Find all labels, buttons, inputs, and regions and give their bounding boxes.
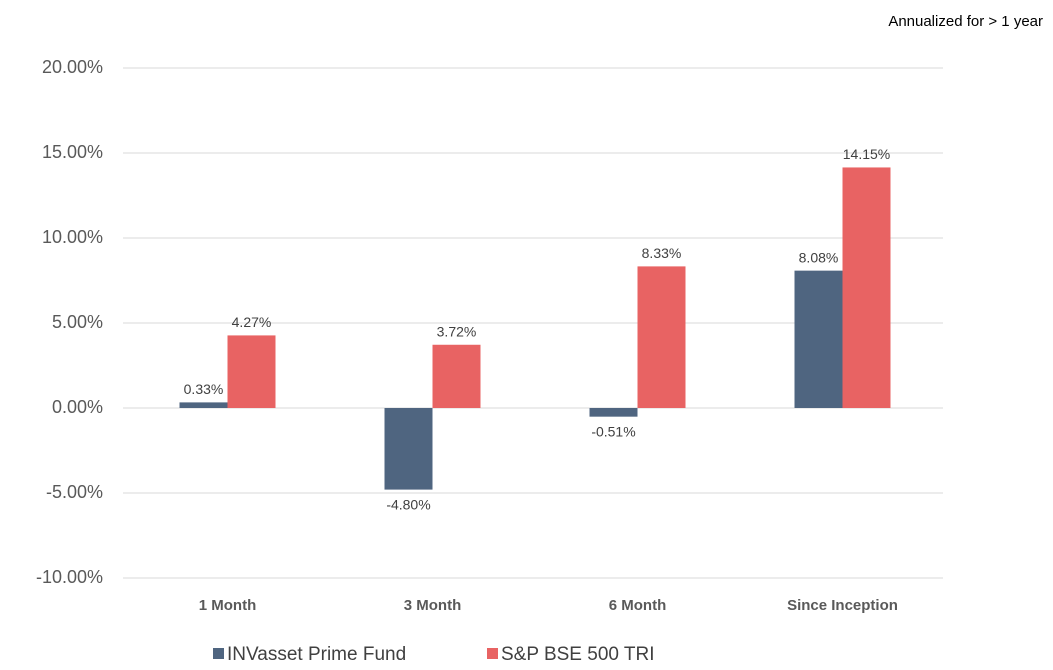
x-tick-label: 1 Month xyxy=(199,597,257,614)
bar xyxy=(637,266,686,408)
bar xyxy=(227,335,276,408)
annotation: Annualized for > 1 year xyxy=(888,13,1043,30)
legend-swatch xyxy=(213,648,224,659)
value-label: 8.08% xyxy=(799,249,839,265)
legend-label: INVasset Prime Fund xyxy=(227,644,406,665)
y-tick-label: -10.00% xyxy=(36,567,103,587)
bar xyxy=(589,408,638,417)
x-tick-label: Since Inception xyxy=(787,597,898,614)
value-label: -4.80% xyxy=(386,496,430,512)
value-label: 8.33% xyxy=(642,245,682,261)
bar xyxy=(179,402,228,408)
y-tick-label: 15.00% xyxy=(42,142,103,162)
y-tick-label: 5.00% xyxy=(52,312,103,332)
legend-swatch xyxy=(487,648,498,659)
value-label: 0.33% xyxy=(184,381,224,397)
x-tick-label: 6 Month xyxy=(609,597,667,614)
value-label: -0.51% xyxy=(591,423,635,439)
y-tick-label: 10.00% xyxy=(42,227,103,247)
value-label: 3.72% xyxy=(437,323,477,339)
bar xyxy=(842,167,891,408)
bar xyxy=(432,344,481,408)
value-label: 4.27% xyxy=(232,314,272,330)
legend-label: S&P BSE 500 TRI xyxy=(501,644,655,665)
bar xyxy=(794,270,843,408)
y-tick-label: 20.00% xyxy=(42,57,103,77)
value-label: 14.15% xyxy=(843,146,890,162)
y-tick-label: -5.00% xyxy=(46,482,103,502)
y-tick-label: 0.00% xyxy=(52,397,103,417)
x-tick-label: 3 Month xyxy=(404,597,462,614)
bar xyxy=(384,408,433,490)
